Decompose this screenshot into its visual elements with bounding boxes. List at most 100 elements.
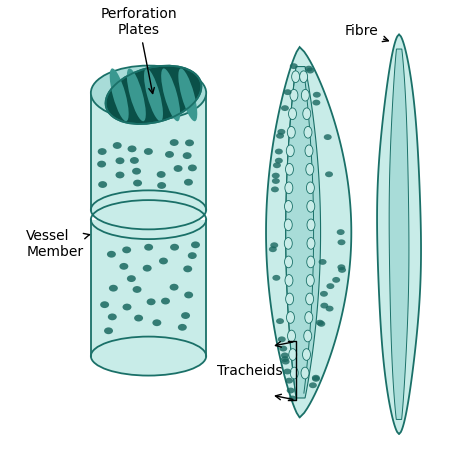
Ellipse shape xyxy=(318,321,325,327)
Text: Tracheids: Tracheids xyxy=(217,364,283,378)
Ellipse shape xyxy=(304,330,312,342)
Ellipse shape xyxy=(188,252,197,259)
Ellipse shape xyxy=(134,315,143,322)
Ellipse shape xyxy=(127,68,146,121)
Ellipse shape xyxy=(165,151,174,158)
Ellipse shape xyxy=(306,293,314,305)
Ellipse shape xyxy=(309,382,317,388)
Ellipse shape xyxy=(170,139,179,146)
Ellipse shape xyxy=(152,319,161,326)
Ellipse shape xyxy=(338,267,346,273)
Ellipse shape xyxy=(184,179,193,186)
Ellipse shape xyxy=(285,164,293,175)
Ellipse shape xyxy=(113,142,122,149)
Ellipse shape xyxy=(109,285,118,292)
Ellipse shape xyxy=(91,66,206,120)
Ellipse shape xyxy=(305,145,313,157)
Polygon shape xyxy=(266,47,351,418)
Ellipse shape xyxy=(337,264,346,270)
Ellipse shape xyxy=(306,164,314,175)
Polygon shape xyxy=(91,93,206,210)
Ellipse shape xyxy=(305,66,313,72)
Ellipse shape xyxy=(185,140,194,146)
Ellipse shape xyxy=(272,173,280,178)
Ellipse shape xyxy=(290,367,298,379)
Ellipse shape xyxy=(327,283,334,289)
Ellipse shape xyxy=(161,68,180,121)
Ellipse shape xyxy=(173,165,182,172)
Ellipse shape xyxy=(127,275,136,282)
Polygon shape xyxy=(286,67,320,398)
Ellipse shape xyxy=(272,178,280,184)
Text: Vessel
Member: Vessel Member xyxy=(26,229,90,259)
Ellipse shape xyxy=(119,263,128,270)
Ellipse shape xyxy=(132,168,141,174)
Ellipse shape xyxy=(337,239,346,245)
Ellipse shape xyxy=(320,291,328,297)
Ellipse shape xyxy=(275,158,283,164)
Ellipse shape xyxy=(106,66,201,124)
Ellipse shape xyxy=(306,182,314,194)
Ellipse shape xyxy=(91,337,206,376)
Ellipse shape xyxy=(97,161,106,168)
Ellipse shape xyxy=(284,201,292,212)
Ellipse shape xyxy=(288,330,295,342)
Ellipse shape xyxy=(144,148,153,155)
Ellipse shape xyxy=(281,105,289,111)
Ellipse shape xyxy=(302,349,310,361)
Ellipse shape xyxy=(290,63,298,69)
Ellipse shape xyxy=(284,219,292,231)
Ellipse shape xyxy=(313,92,321,98)
Ellipse shape xyxy=(275,149,283,154)
Text: Fibre: Fibre xyxy=(345,24,388,42)
Ellipse shape xyxy=(100,301,109,308)
Ellipse shape xyxy=(306,67,314,73)
Ellipse shape xyxy=(319,259,327,265)
Ellipse shape xyxy=(292,71,300,82)
Ellipse shape xyxy=(332,277,340,283)
Ellipse shape xyxy=(128,145,137,152)
Ellipse shape xyxy=(271,187,279,193)
Ellipse shape xyxy=(281,356,289,362)
Ellipse shape xyxy=(283,89,292,95)
Ellipse shape xyxy=(289,108,296,120)
Ellipse shape xyxy=(301,89,310,101)
Ellipse shape xyxy=(157,171,165,178)
Ellipse shape xyxy=(108,313,117,320)
Ellipse shape xyxy=(122,304,131,310)
Ellipse shape xyxy=(277,129,285,135)
Ellipse shape xyxy=(122,246,131,253)
Ellipse shape xyxy=(98,181,107,188)
Ellipse shape xyxy=(300,71,308,82)
Ellipse shape xyxy=(104,328,113,334)
Ellipse shape xyxy=(116,172,125,178)
Ellipse shape xyxy=(188,164,197,171)
Ellipse shape xyxy=(305,312,313,323)
Ellipse shape xyxy=(270,242,278,248)
Ellipse shape xyxy=(182,152,191,159)
Ellipse shape xyxy=(307,219,315,231)
Ellipse shape xyxy=(307,256,315,268)
Ellipse shape xyxy=(273,275,280,281)
Ellipse shape xyxy=(285,182,293,194)
Ellipse shape xyxy=(326,306,334,312)
Ellipse shape xyxy=(307,201,315,212)
Ellipse shape xyxy=(290,89,298,101)
Ellipse shape xyxy=(279,346,287,352)
Ellipse shape xyxy=(285,275,293,286)
Ellipse shape xyxy=(281,352,289,358)
Ellipse shape xyxy=(286,312,294,323)
Ellipse shape xyxy=(269,246,277,252)
Ellipse shape xyxy=(284,237,292,249)
Ellipse shape xyxy=(301,367,309,379)
Ellipse shape xyxy=(184,292,193,299)
Ellipse shape xyxy=(133,180,142,187)
Ellipse shape xyxy=(178,324,187,331)
Ellipse shape xyxy=(287,388,295,394)
Ellipse shape xyxy=(107,251,116,258)
Ellipse shape xyxy=(161,298,170,304)
Ellipse shape xyxy=(109,68,128,121)
Ellipse shape xyxy=(286,145,294,157)
Ellipse shape xyxy=(312,100,320,106)
Ellipse shape xyxy=(325,171,333,177)
